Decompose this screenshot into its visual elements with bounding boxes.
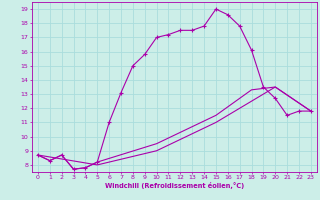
- X-axis label: Windchill (Refroidissement éolien,°C): Windchill (Refroidissement éolien,°C): [105, 182, 244, 189]
